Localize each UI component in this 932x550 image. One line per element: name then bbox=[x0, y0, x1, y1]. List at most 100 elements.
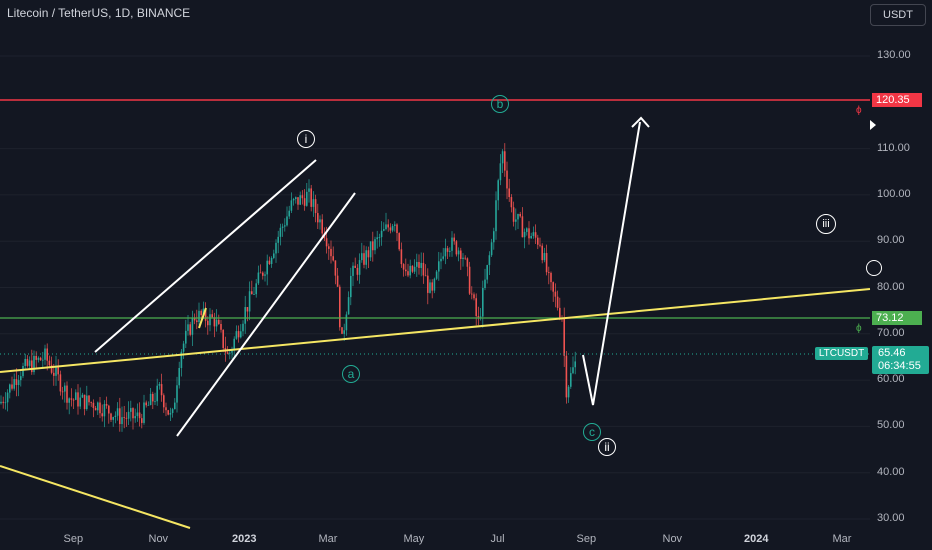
candle-body bbox=[50, 365, 53, 373]
candle-body bbox=[99, 402, 101, 414]
projection-path[interactable] bbox=[582, 121, 641, 406]
candle-body bbox=[292, 199, 295, 201]
resistance-price-tag: 120.35 bbox=[872, 93, 922, 107]
candle-body bbox=[26, 358, 29, 366]
candle-body bbox=[334, 260, 337, 276]
candle-body bbox=[152, 393, 154, 402]
candle-body bbox=[361, 253, 363, 261]
candle-body bbox=[497, 180, 499, 201]
candle-body bbox=[556, 296, 559, 308]
candle-body bbox=[145, 402, 147, 406]
candle-body bbox=[202, 308, 205, 316]
candle-body bbox=[229, 352, 231, 354]
candle-body bbox=[411, 265, 414, 272]
small-yellow-line[interactable] bbox=[198, 307, 207, 329]
candle-body bbox=[169, 412, 172, 415]
candle-body bbox=[143, 402, 145, 423]
candle-body bbox=[519, 213, 521, 217]
candle-body bbox=[477, 316, 480, 318]
candle-body bbox=[286, 216, 288, 226]
candle-body bbox=[486, 265, 488, 280]
candle-body bbox=[482, 287, 484, 317]
candle-body bbox=[424, 275, 427, 277]
candle-body bbox=[226, 352, 229, 354]
candle-body bbox=[409, 265, 411, 276]
candle-body bbox=[306, 191, 308, 206]
candle-body bbox=[275, 242, 277, 254]
candle-body bbox=[35, 355, 37, 360]
candle-body bbox=[442, 256, 444, 259]
candle-body bbox=[2, 401, 4, 403]
candle-body bbox=[570, 373, 572, 387]
candlestick-series bbox=[0, 143, 576, 432]
candle-body bbox=[279, 227, 282, 237]
candle-body bbox=[367, 250, 370, 258]
wave-label-ii[interactable]: ii bbox=[598, 438, 616, 456]
candle-body bbox=[495, 200, 497, 232]
candle-body bbox=[191, 317, 194, 335]
candle-body bbox=[407, 271, 409, 276]
candle-body bbox=[330, 248, 332, 257]
support-price-tag: 73.12 bbox=[872, 311, 922, 325]
candle-body bbox=[176, 385, 178, 403]
candle-body bbox=[75, 392, 77, 400]
currency-button[interactable]: USDT bbox=[870, 4, 926, 26]
wave-label-c[interactable]: c bbox=[583, 423, 601, 441]
candle-body bbox=[563, 318, 565, 356]
candle-body bbox=[572, 367, 574, 374]
time-tick-label: Jul bbox=[490, 533, 505, 545]
wedge-lower-line[interactable] bbox=[176, 192, 356, 437]
candle-body bbox=[196, 320, 198, 323]
candle-body bbox=[48, 360, 51, 366]
long-term-trendline[interactable] bbox=[0, 288, 871, 373]
candle-body bbox=[222, 329, 224, 349]
candle-body bbox=[79, 397, 81, 407]
candle-body bbox=[200, 310, 202, 316]
candle-body bbox=[211, 314, 213, 318]
time-tick-label: Nov bbox=[148, 533, 169, 545]
candle-body bbox=[435, 271, 438, 279]
candle-body bbox=[493, 231, 495, 243]
candle-body bbox=[347, 297, 350, 315]
scroll-right-arrow-icon[interactable] bbox=[870, 120, 876, 130]
candle-body bbox=[136, 412, 139, 417]
candle-body bbox=[55, 366, 57, 376]
candle-body bbox=[515, 219, 517, 222]
wave-label-iii[interactable]: iii bbox=[816, 214, 836, 234]
candle-body bbox=[396, 224, 398, 234]
current-price-value: 65.46 bbox=[878, 347, 906, 359]
candle-body bbox=[541, 245, 543, 261]
wedge-upper-line[interactable] bbox=[94, 159, 317, 353]
candle-body bbox=[488, 255, 491, 266]
candle-body bbox=[119, 408, 121, 425]
candle-body bbox=[521, 216, 524, 238]
partial-wave-label-icon bbox=[866, 260, 882, 276]
candle-body bbox=[352, 265, 354, 276]
candle-body bbox=[220, 323, 222, 330]
candle-body bbox=[121, 417, 123, 425]
candle-body bbox=[554, 291, 557, 297]
candle-body bbox=[543, 253, 546, 261]
candle-body bbox=[530, 235, 532, 239]
candle-body bbox=[112, 416, 114, 420]
wave-label-i[interactable]: i bbox=[297, 130, 315, 148]
candle-body bbox=[46, 348, 48, 361]
candle-body bbox=[108, 405, 110, 414]
wave-label-a[interactable]: a bbox=[342, 365, 360, 383]
candle-body bbox=[284, 225, 286, 227]
symbol-title[interactable]: Litecoin / TetherUS, 1D, BINANCE bbox=[7, 6, 191, 20]
lower-trendline[interactable] bbox=[0, 465, 191, 529]
candle-body bbox=[517, 213, 519, 220]
candle-body bbox=[317, 213, 319, 223]
candle-body bbox=[420, 262, 422, 268]
candle-body bbox=[262, 272, 264, 276]
candle-body bbox=[9, 384, 11, 393]
candle-body bbox=[198, 310, 200, 323]
wave-label-b[interactable]: b bbox=[491, 95, 509, 113]
candle-body bbox=[574, 361, 576, 368]
candle-body bbox=[532, 232, 535, 236]
candle-body bbox=[57, 366, 59, 375]
price-tick-label: 40.00 bbox=[877, 465, 905, 478]
candle-body bbox=[138, 412, 141, 419]
